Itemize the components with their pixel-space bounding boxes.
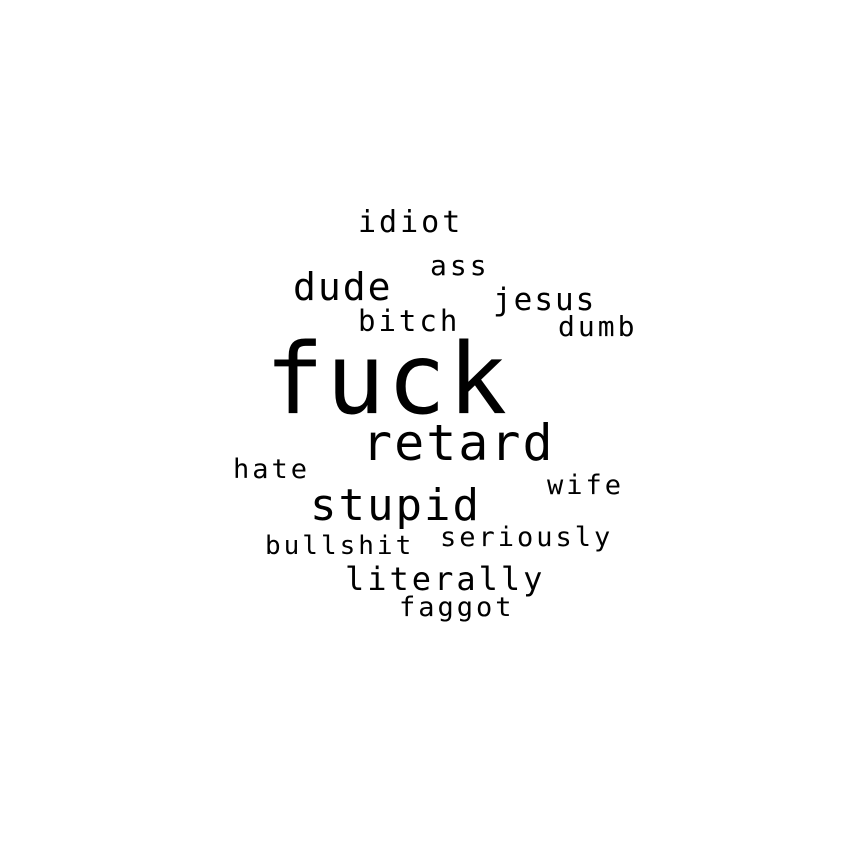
- word-retard: retard: [362, 414, 555, 472]
- word-faggot: faggot: [399, 592, 515, 623]
- word-dude: dude: [293, 265, 393, 309]
- word-stupid: stupid: [310, 480, 481, 531]
- word-jesus: jesus: [493, 282, 597, 318]
- word-fuck: fuck: [265, 323, 510, 437]
- word-seriously: seriously: [440, 522, 614, 553]
- word-literally: literally: [345, 560, 546, 598]
- word-hate: hate: [233, 454, 311, 485]
- word-dumb: dumb: [558, 310, 638, 343]
- word-bullshit: bullshit: [265, 531, 415, 561]
- word-idiot: idiot: [358, 205, 464, 240]
- word-ass: ass: [430, 249, 490, 282]
- word-wife: wife: [547, 470, 625, 501]
- word-bitch: bitch: [358, 304, 461, 338]
